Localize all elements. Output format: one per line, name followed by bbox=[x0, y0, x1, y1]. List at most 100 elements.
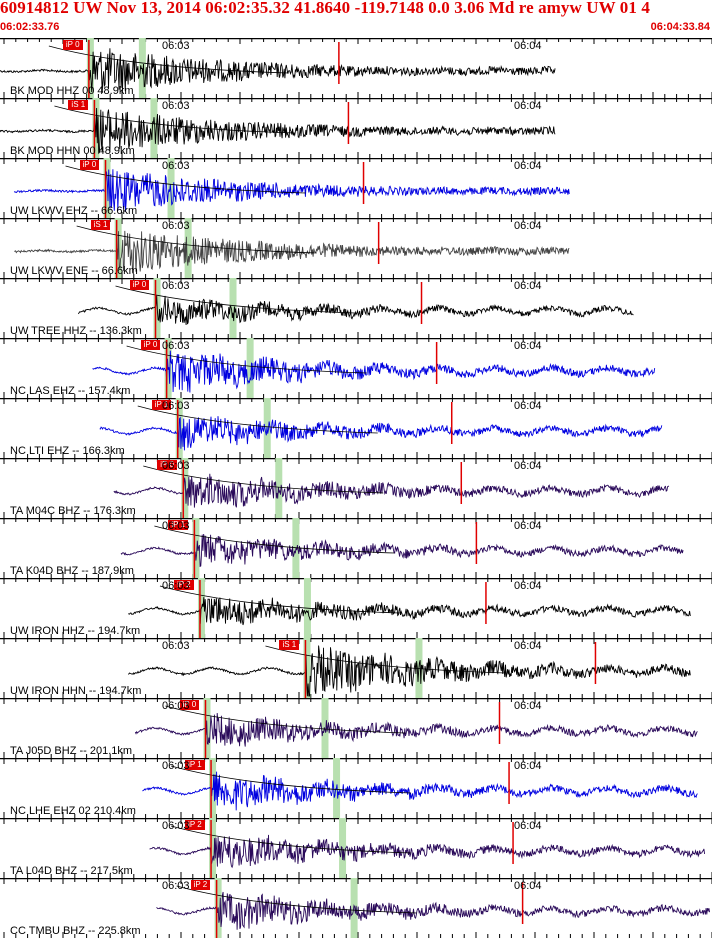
seismogram-panel: iP 1 06:03 06:04 NC LTI EHZ -- 166.3km bbox=[0, 398, 712, 458]
time-label: 06:03 bbox=[162, 280, 190, 292]
time-label: 06:04 bbox=[514, 280, 542, 292]
station-label: TA K04D BHZ -- 187.9km bbox=[10, 565, 134, 577]
station-label: UW TREE HHZ -- 136.3km bbox=[10, 325, 142, 337]
seismogram-panel: iS 1 06:03 06:04 UW LKWV ENE -- 66.6km bbox=[0, 218, 712, 278]
pick-label[interactable]: iP 0 bbox=[179, 700, 200, 710]
pick-window-band bbox=[246, 338, 254, 398]
pick-window-band bbox=[339, 818, 347, 878]
waveform-trace bbox=[127, 645, 691, 697]
pick-window-band bbox=[229, 278, 237, 338]
station-label: TA L04D BHZ -- 217.5km bbox=[10, 865, 133, 877]
travel-time-curve bbox=[126, 345, 367, 374]
seismogram-panel: iP 0 06:03 06:04 TA M04C BHZ -- 176.3km bbox=[0, 458, 712, 518]
pick-window-band bbox=[86, 38, 94, 98]
travel-time-curve bbox=[176, 885, 417, 914]
time-label: 06:04 bbox=[514, 100, 542, 112]
travel-time-curve bbox=[76, 225, 317, 254]
waveform-trace bbox=[120, 533, 684, 568]
time-label: 06:04 bbox=[514, 760, 542, 772]
window-start-time: 06:02:33.76 bbox=[0, 21, 60, 33]
trace-plot bbox=[0, 758, 712, 818]
pick-label[interactable]: iP 0 bbox=[140, 340, 161, 350]
seismogram-panel: iP 2 06:03 06:04 TA L04D BHZ -- 217.5km bbox=[0, 818, 712, 878]
pick-label[interactable]: iP 0 bbox=[157, 460, 177, 470]
pick-label[interactable]: iP 1 bbox=[185, 760, 205, 770]
time-label: 06:03 bbox=[162, 220, 190, 232]
time-label: 06:03 bbox=[162, 340, 190, 352]
pick-window-band bbox=[181, 458, 189, 518]
waveform-trace bbox=[13, 169, 570, 212]
station-label: NC LHE EHZ 02 210.4km bbox=[10, 805, 136, 817]
waveform-trace bbox=[134, 712, 698, 747]
trace-plot bbox=[0, 518, 712, 578]
time-label: 06:04 bbox=[514, 220, 542, 232]
pick-label[interactable]: iP 2 bbox=[190, 880, 211, 890]
waveform-trace bbox=[0, 48, 556, 94]
seismogram-panel: iS 1 06:03 06:04 BK MOD HHN 00 48.9km bbox=[0, 98, 712, 158]
seismogram-panel: iP 2 06:03 06:04 UW IRON HHZ -- 194.7km bbox=[0, 578, 712, 638]
time-label: 06:04 bbox=[514, 820, 542, 832]
waveform-trace bbox=[92, 350, 656, 393]
pick-label[interactable]: iP 0 bbox=[62, 40, 83, 50]
time-label: 06:03 bbox=[162, 460, 190, 472]
travel-time-curve bbox=[115, 285, 356, 314]
station-label: UW IRON HHN -- 194.7km bbox=[10, 685, 142, 697]
travel-time-curve bbox=[159, 585, 400, 614]
seismogram-panel: iP 1 06:03 06:04 NC LHE EHZ 02 210.4km bbox=[0, 758, 712, 818]
trace-plot bbox=[0, 818, 712, 878]
time-label: 06:04 bbox=[514, 160, 542, 172]
time-label: 06:03 bbox=[162, 640, 190, 652]
waveform-trace bbox=[142, 771, 698, 811]
window-end-time: 06:04:33.84 bbox=[650, 21, 710, 33]
pick-label[interactable]: iS 1 bbox=[279, 640, 300, 650]
waveform-trace bbox=[113, 473, 670, 508]
pick-label[interactable]: iP 2 bbox=[185, 820, 205, 830]
trace-plot bbox=[0, 278, 712, 338]
trace-plot bbox=[0, 218, 712, 278]
travel-time-curve bbox=[143, 465, 384, 494]
pick-label[interactable]: iP 1 bbox=[168, 520, 189, 530]
waveform-trace bbox=[77, 295, 634, 326]
header: 60914812 UW Nov 13, 2014 06:02:35.32 41.… bbox=[0, 0, 712, 38]
seismogram-panel: iP 0 06:03 06:04 TA J05D BHZ -- 201.1km bbox=[0, 698, 712, 758]
travel-time-curve bbox=[265, 645, 506, 674]
trace-plot bbox=[0, 398, 712, 458]
time-label: 06:03 bbox=[162, 520, 190, 532]
time-label: 06:04 bbox=[514, 520, 542, 532]
trace-plot bbox=[0, 878, 712, 938]
seismogram-panels: iP 0 06:03 06:04 BK MOD HHZ 00 48.9km iS 1 06… bbox=[0, 38, 712, 938]
pick-window-band bbox=[138, 38, 146, 98]
time-label: 06:03 bbox=[162, 580, 190, 592]
seismogram-panel: iP 0 06:03 06:04 BK MOD HHZ 00 48.9km bbox=[0, 38, 712, 98]
seismogram-panel: iP 0 06:03 06:04 UW LKWV EHZ -- 66.6km bbox=[0, 158, 712, 218]
station-label: TA J05D BHZ -- 201.1km bbox=[10, 745, 133, 757]
pick-label[interactable]: iP 0 bbox=[79, 160, 100, 170]
travel-time-curve bbox=[170, 825, 412, 854]
pick-label[interactable]: iP 2 bbox=[173, 580, 194, 590]
pick-window-band bbox=[103, 158, 111, 218]
station-label: NC LTI EHZ -- 166.3km bbox=[10, 445, 125, 457]
pick-label[interactable]: iS 1 bbox=[90, 220, 111, 230]
time-label: 06:03 bbox=[162, 100, 190, 112]
pick-label[interactable]: iS 1 bbox=[68, 100, 89, 110]
time-label: 06:04 bbox=[514, 640, 542, 652]
waveform-trace bbox=[156, 891, 711, 930]
travel-time-curve bbox=[48, 45, 289, 74]
pick-window-band bbox=[184, 218, 192, 278]
trace-plot bbox=[0, 98, 712, 158]
time-label: 06:03 bbox=[162, 820, 190, 832]
time-label: 06:04 bbox=[514, 700, 542, 712]
waveform-trace bbox=[14, 230, 570, 273]
time-label: 06:03 bbox=[162, 400, 190, 412]
time-label: 06:04 bbox=[514, 880, 542, 892]
time-label: 06:03 bbox=[162, 880, 190, 892]
trace-plot bbox=[0, 698, 712, 758]
waveform-trace bbox=[128, 597, 691, 626]
pick-label[interactable]: iP 1 bbox=[151, 400, 172, 410]
pick-window-band bbox=[150, 98, 158, 158]
time-label: 06:04 bbox=[514, 340, 542, 352]
pick-window-band bbox=[192, 518, 200, 578]
trace-plot bbox=[0, 338, 712, 398]
waveform-trace bbox=[99, 416, 663, 451]
pick-label[interactable]: iP 0 bbox=[129, 280, 150, 290]
